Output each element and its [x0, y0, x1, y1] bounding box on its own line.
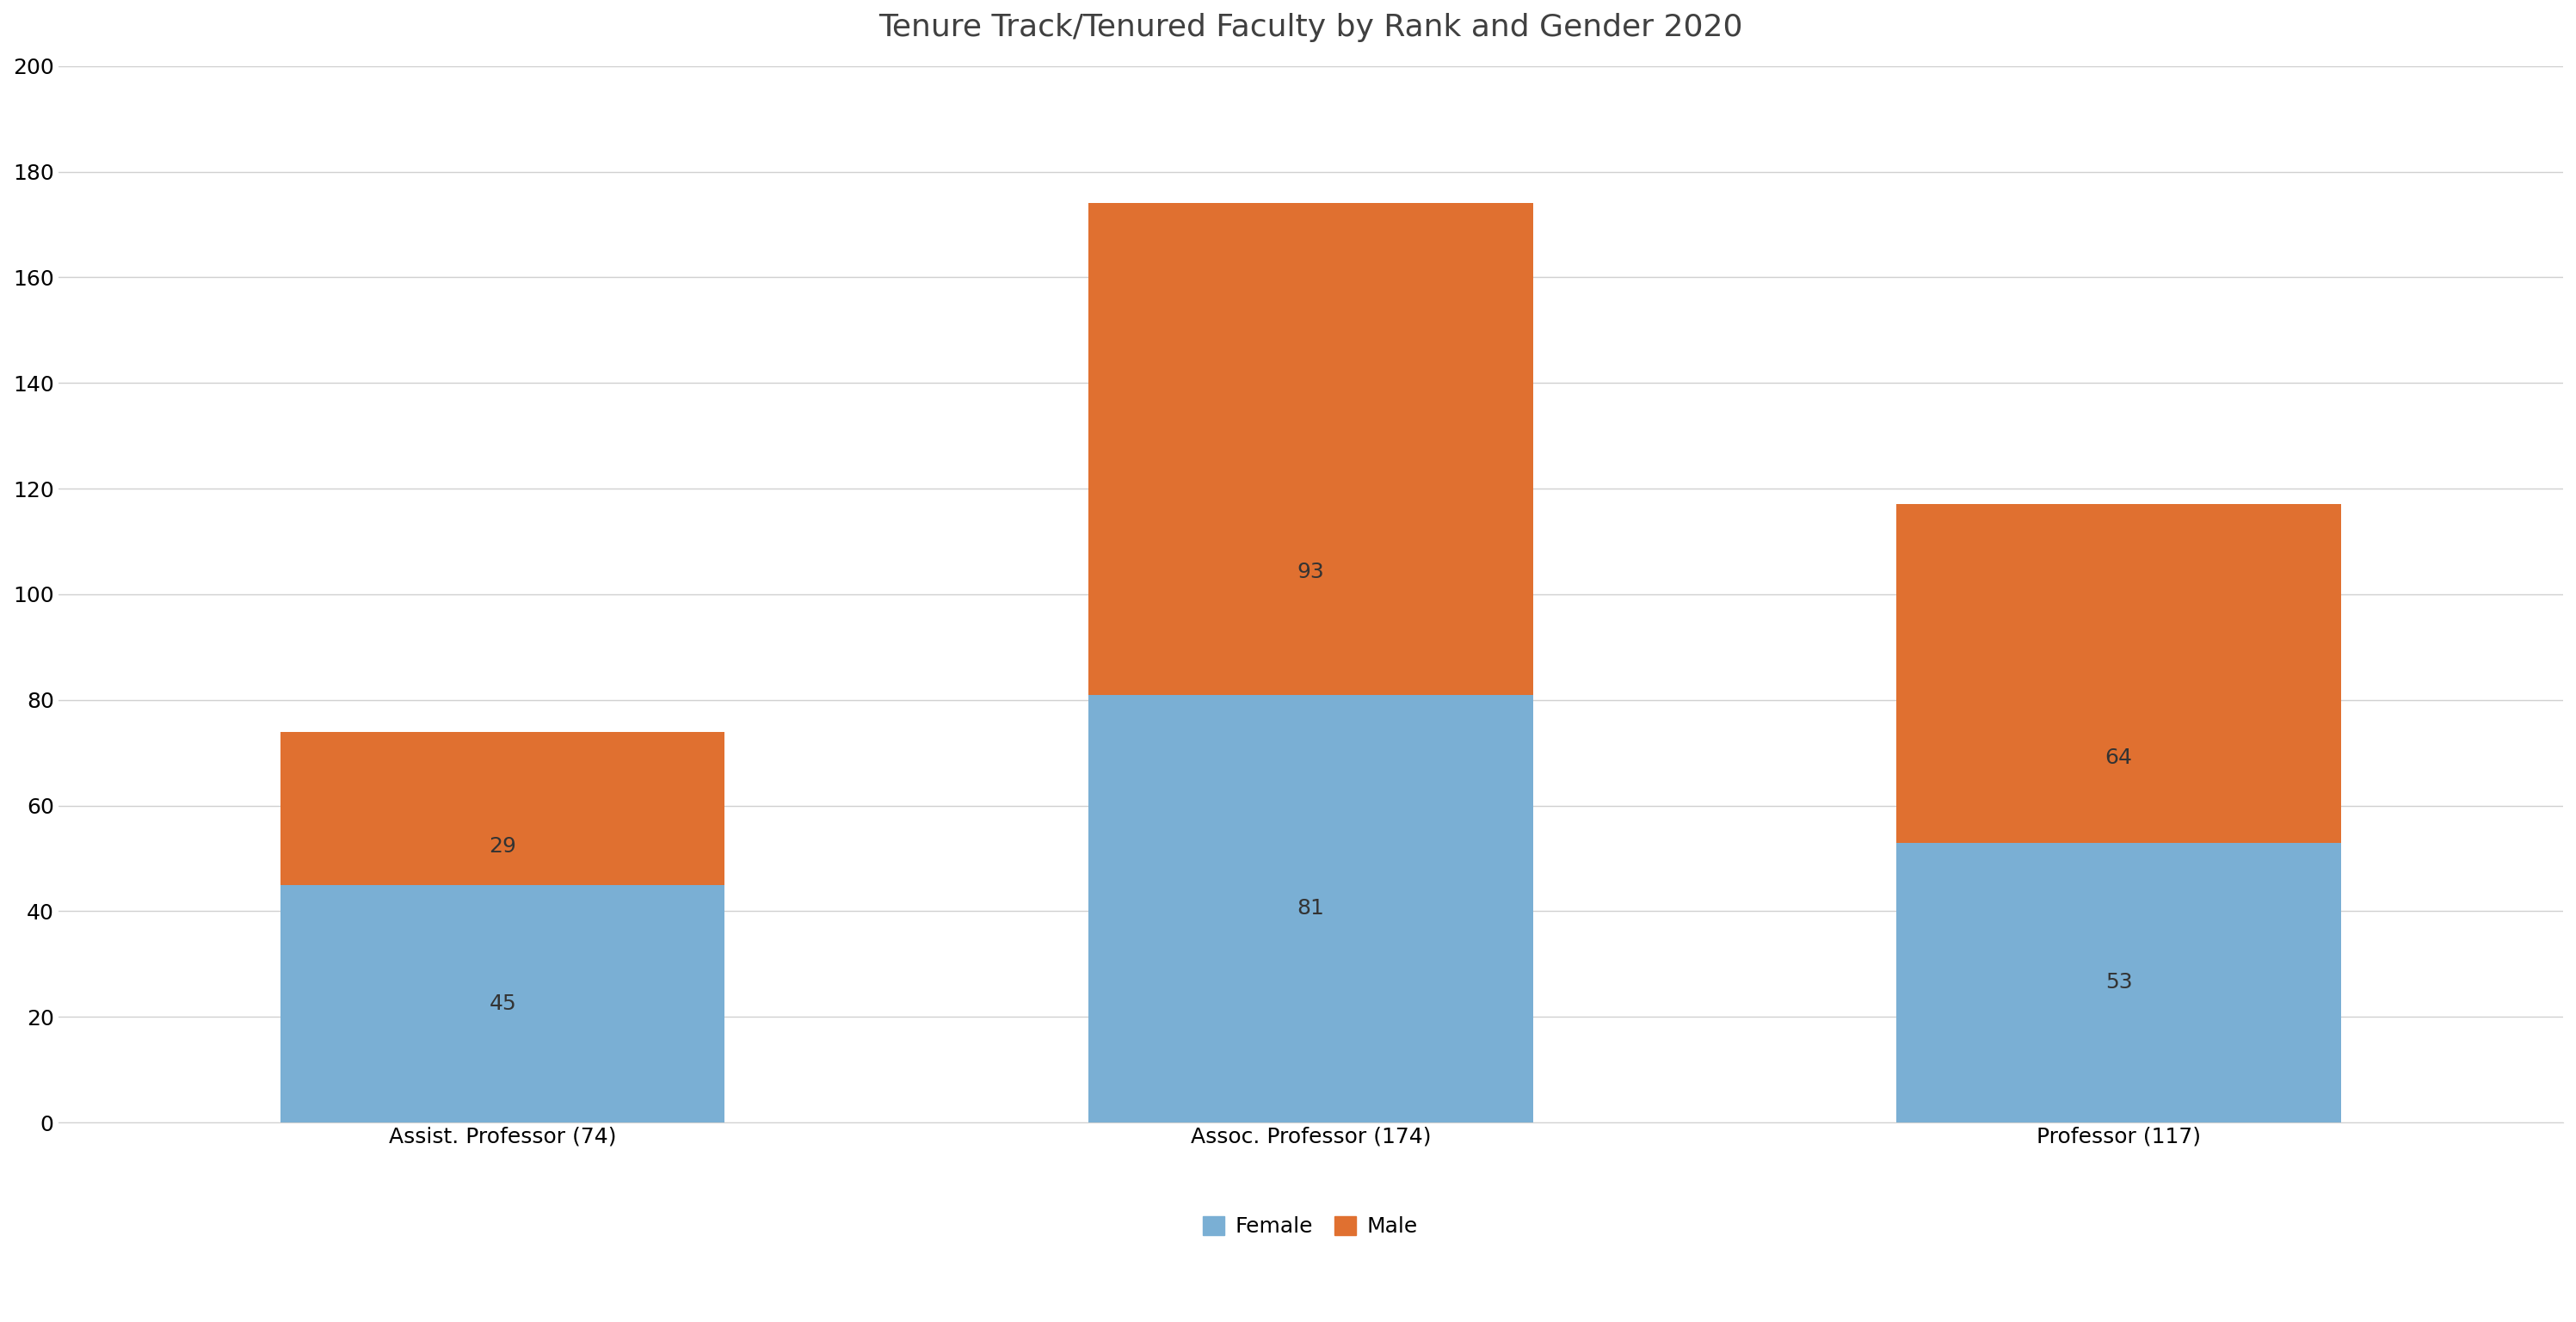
- Bar: [1896, 842, 2342, 1122]
- Text: 45: 45: [489, 993, 515, 1014]
- Text: 53: 53: [2105, 972, 2133, 993]
- Title: Tenure Track/Tenured Faculty by Rank and Gender 2020: Tenure Track/Tenured Faculty by Rank and…: [878, 13, 1744, 42]
- Text: 93: 93: [1296, 562, 1324, 582]
- Bar: [1090, 694, 1533, 1122]
- Text: 29: 29: [489, 837, 515, 857]
- Legend: Female, Male: Female, Male: [1195, 1207, 1427, 1245]
- Text: 81: 81: [1296, 898, 1324, 919]
- Bar: [281, 884, 724, 1122]
- Bar: [1090, 204, 1533, 694]
- Text: 64: 64: [2105, 748, 2133, 768]
- Bar: [281, 731, 724, 884]
- Bar: [1896, 505, 2342, 842]
